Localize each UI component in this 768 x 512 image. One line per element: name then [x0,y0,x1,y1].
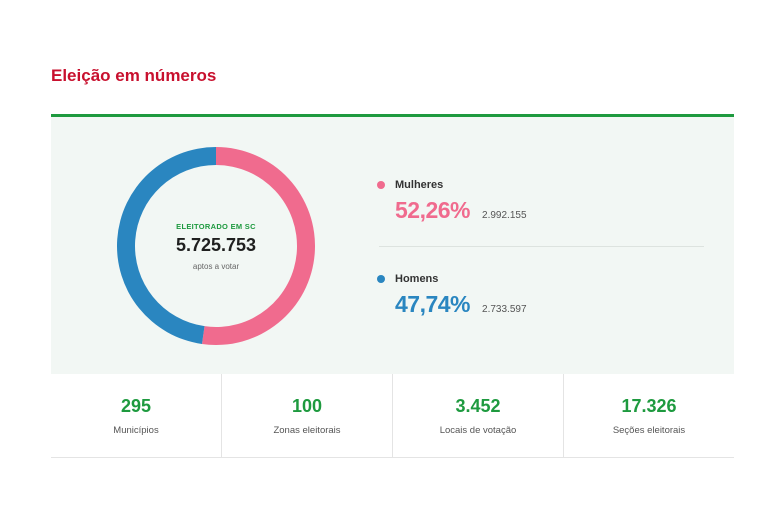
donut-segment-mulheres [201,147,315,345]
legend-mulheres: Mulheres 52,26% 2.992.155 [377,179,527,224]
mulheres-percent: 52,26% [395,197,471,223]
mulheres-dot-icon [377,181,385,189]
mulheres-count: 2.992.155 [482,210,527,221]
stat-secoes-eleitorais: 17.326 Seções eleitorais [564,374,734,457]
legend-homens-label: Homens [395,273,439,285]
legend-divider [379,246,704,247]
homens-count: 2.733.597 [482,304,527,315]
stat-label: Zonas eleitorais [273,424,341,436]
stat-municipios: 295 Municípios [51,374,222,457]
electorate-panel: ELEITORADO EM SC 5.725.753 aptos a votar… [51,114,734,374]
electorate-donut-chart [117,147,315,345]
legend-homens: Homens 47,74% 2.733.597 [377,273,527,318]
section-title: Eleição em números [51,66,217,85]
stats-row: 295 Municípios 100 Zonas eleitorais 3.45… [51,374,734,458]
homens-dot-icon [377,275,385,283]
stat-value: 3.452 [455,395,501,416]
stat-zonas-eleitorais: 100 Zonas eleitorais [222,374,393,457]
stat-value: 17.326 [621,395,677,416]
stat-label: Locais de votação [439,424,517,436]
stat-label: Seções eleitorais [612,424,686,436]
stat-label: Municípios [113,424,159,436]
stat-locais-de-votacao: 3.452 Locais de votação [393,374,564,457]
legend-mulheres-label: Mulheres [395,179,444,191]
stat-value: 295 [120,395,152,416]
stat-value: 100 [291,395,323,416]
donut-segment-homens [117,147,216,345]
homens-percent: 47,74% [395,291,471,317]
